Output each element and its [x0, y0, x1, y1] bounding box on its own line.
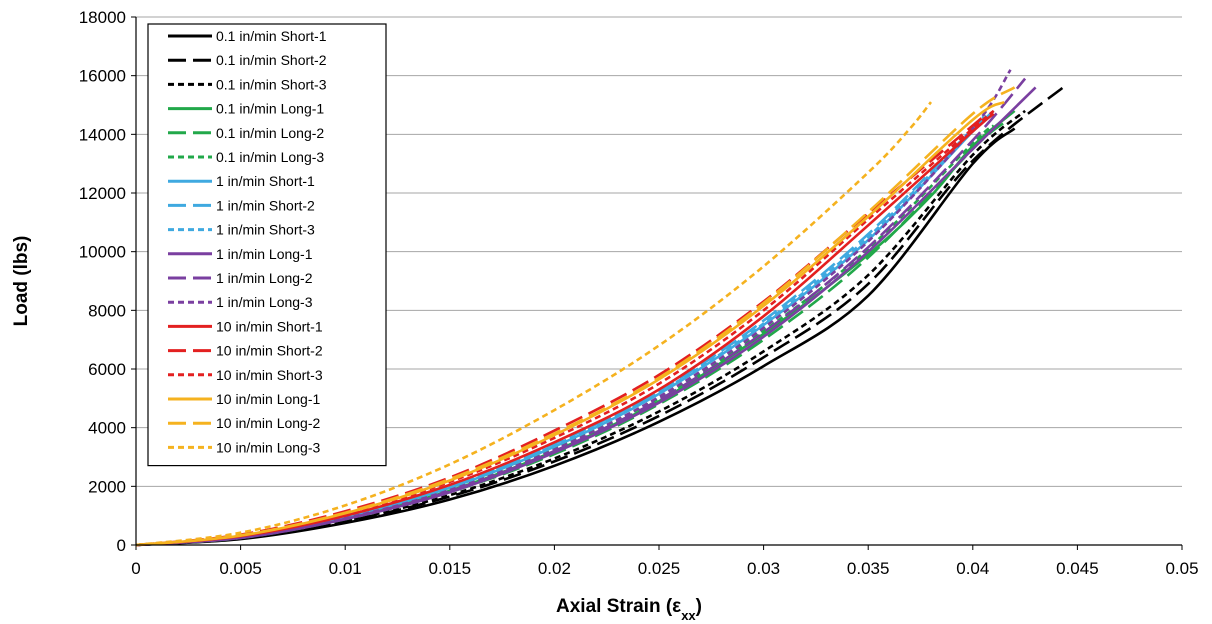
x-tick-label: 0.05: [1165, 559, 1198, 578]
series-line: [135, 109, 1026, 547]
x-tick-labels: 0 0.005 0.01 0.015 0.02 0.025 0.03 0.035 0.04 0.0…: [131, 559, 1198, 578]
x-axis-title-main: Axial Strain (ε: [556, 596, 681, 617]
y-tick-label: 2000: [88, 477, 126, 496]
axes: [131, 16, 1183, 550]
legend-entry: 1 in/min Long-2: [216, 270, 313, 286]
y-tick-label: 8000: [88, 301, 126, 320]
series-layer: [135, 69, 1068, 547]
x-tick-label: 0.045: [1056, 559, 1099, 578]
y-tick-label: 12000: [79, 184, 126, 203]
legend-entry: 0.1 in/min Long-3: [216, 149, 324, 165]
x-tick-label: 0: [131, 559, 140, 578]
x-axis-title-close: ): [696, 596, 702, 617]
series-line: [135, 69, 1012, 547]
series-line: [135, 86, 1016, 547]
legend-box: [147, 23, 387, 467]
y-tick-label: 10000: [79, 243, 126, 262]
y-tick-label: 16000: [79, 67, 126, 86]
legend-entry: 1 in/min Short-2: [216, 197, 315, 213]
y-tick-label: 14000: [79, 125, 126, 144]
legend-entry: 10 in/min Long-2: [216, 415, 321, 431]
y-tick-label: 6000: [88, 360, 126, 379]
legend-entry: 1 in/min Long-1: [216, 246, 313, 262]
legend-entry: 10 in/min Long-1: [216, 391, 321, 407]
y-tick-label: 0: [117, 536, 126, 555]
y-tick-label: 4000: [88, 419, 126, 438]
series-line: [135, 101, 933, 547]
y-axis-title: Load (lbs): [11, 236, 32, 327]
legend-entry: 0.1 in/min Short-1: [216, 28, 327, 44]
x-tick-label: 0.02: [538, 559, 571, 578]
legend-entry: 10 in/min Long-3: [216, 439, 321, 455]
x-tick-label: 0.015: [429, 559, 472, 578]
x-axis-title-subscript: xx: [681, 608, 696, 623]
x-tick-label: 0.03: [747, 559, 780, 578]
series-line: [135, 109, 995, 547]
legend-entry: 1 in/min Short-1: [216, 173, 315, 189]
series-line: [135, 112, 995, 547]
x-tick-label: 0.04: [956, 559, 989, 578]
legend-entry: 0.1 in/min Long-2: [216, 125, 324, 141]
legend-entry: 10 in/min Short-2: [216, 343, 323, 359]
x-axis-title: Axial Strain (εxx): [556, 596, 702, 623]
legend-entry: 1 in/min Long-3: [216, 294, 313, 310]
x-tick-label: 0.025: [638, 559, 681, 578]
y-tick-label: 18000: [79, 8, 126, 27]
legend-entry: 10 in/min Short-1: [216, 318, 323, 334]
legend-entry: 0.1 in/min Long-1: [216, 101, 324, 117]
series-line: [135, 112, 995, 547]
y-tick-labels: 0 2000 4000 6000 8000 10000 12000 14000 16000 180…: [79, 8, 126, 555]
legend-entry: 0.1 in/min Short-2: [216, 52, 327, 68]
x-tick-label: 0.01: [329, 559, 362, 578]
legend-entry: 0.1 in/min Short-3: [216, 76, 327, 92]
x-tick-label: 0.035: [847, 559, 890, 578]
x-tick-label: 0.005: [219, 559, 262, 578]
legend-entry: 10 in/min Short-3: [216, 367, 323, 383]
legend-entry: 1 in/min Short-3: [216, 222, 315, 238]
legend: 0.1 in/min Short-1 0.1 in/min Short-2 0.1 …: [147, 23, 387, 467]
